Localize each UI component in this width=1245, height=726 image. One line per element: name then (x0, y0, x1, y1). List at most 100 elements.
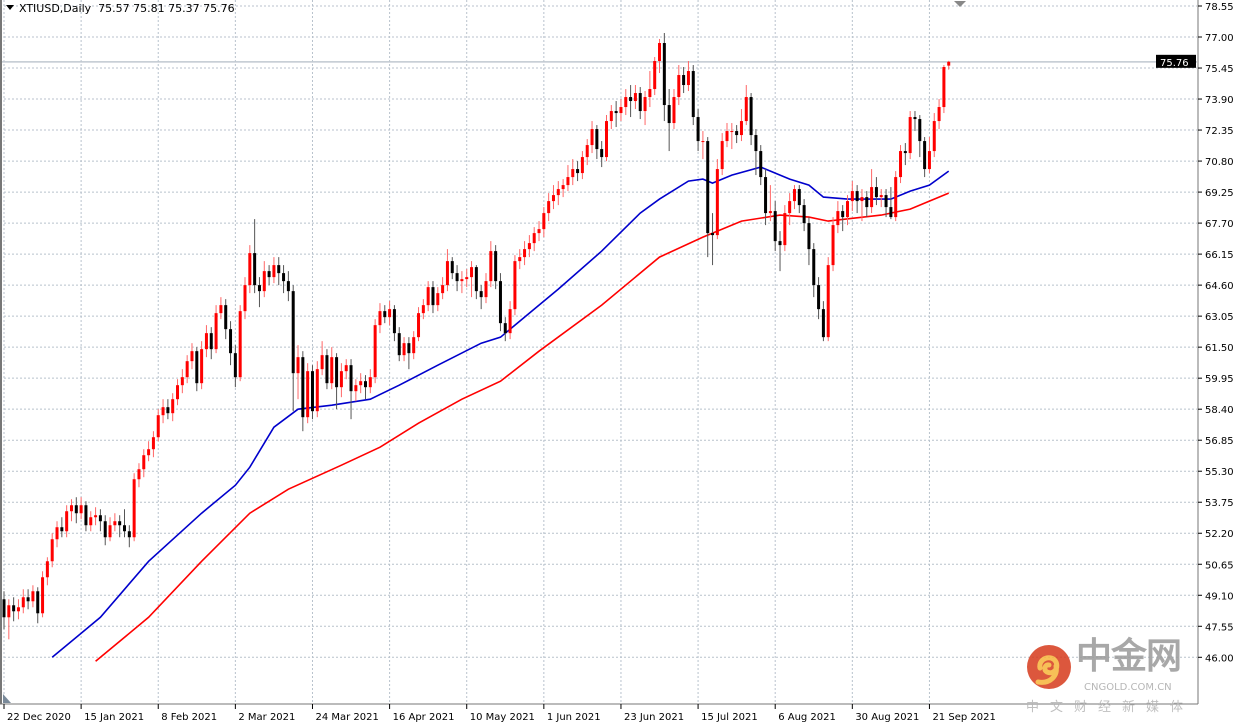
candle (224, 299, 228, 340)
candle (547, 193, 551, 222)
candle (460, 271, 464, 294)
candle (137, 463, 141, 488)
candle-body (31, 591, 35, 602)
candle (214, 305, 218, 354)
candle-body (778, 241, 782, 246)
candle-body (494, 251, 498, 282)
candle (571, 159, 575, 186)
candle (643, 91, 647, 126)
candle (783, 205, 787, 252)
candle-body (870, 187, 874, 208)
candle (31, 585, 35, 608)
candle-body (171, 399, 175, 414)
price-tick-label: 52.20 (1205, 529, 1234, 540)
candle-body (79, 505, 83, 514)
candle-body (190, 351, 194, 362)
chart-shift-marker-icon[interactable] (954, 1, 966, 7)
candle-body (817, 285, 821, 310)
candle-body (7, 605, 11, 618)
candle (498, 273, 502, 332)
candle-body (532, 233, 536, 244)
price-axis[interactable]: 78.55 77.00 75.45 73.90 72.35 70.80 69.25 67.70… (1198, 2, 1234, 664)
candle (465, 269, 469, 288)
candle-body (547, 201, 551, 214)
candle-body (720, 141, 724, 170)
symbol-timeframe: XTIUSD,Daily (19, 2, 92, 15)
candle (648, 71, 652, 108)
candle (918, 115, 922, 158)
candle (344, 359, 348, 380)
candle (884, 189, 888, 218)
candle-body (103, 521, 107, 538)
dropdown-triangle-icon[interactable] (6, 5, 14, 10)
candle (272, 257, 276, 284)
candle-body (421, 305, 425, 314)
candle-body (537, 229, 541, 234)
candle-body (470, 267, 474, 278)
candle-body (127, 531, 131, 538)
candle-body (204, 333, 208, 350)
candle (50, 533, 54, 568)
candle-body (277, 265, 281, 274)
candle-body (754, 135, 758, 152)
time-axis[interactable]: 22 Dec 2020 15 Jan 2021 8 Feb 2021 2 Mar 20… (3, 704, 996, 723)
candle (412, 331, 416, 360)
candle (836, 201, 840, 234)
candle (16, 599, 20, 620)
candle-body (788, 201, 792, 214)
candle-body (349, 365, 353, 392)
candle (807, 217, 811, 266)
candle (932, 113, 936, 158)
candle-body (508, 309, 512, 334)
candle-body (219, 305, 223, 314)
candle-body (566, 177, 570, 186)
candle (686, 61, 690, 92)
candle-body (16, 607, 20, 612)
candle-body (431, 287, 435, 306)
candle (113, 513, 117, 532)
high-value: 75.81 (133, 2, 165, 15)
candle (788, 193, 792, 226)
chart-header: XTIUSD,Daily 75.57 75.81 75.37 75.76 (6, 2, 235, 15)
candle (658, 39, 662, 74)
candle (7, 599, 11, 640)
candle (262, 261, 266, 298)
candle (764, 169, 768, 226)
candle (335, 353, 339, 410)
candle-body (744, 97, 748, 122)
candle-body (899, 151, 903, 178)
candle-body (12, 605, 16, 612)
time-tick-label: 2 Mar 2021 (238, 712, 295, 723)
candle-body (147, 449, 151, 456)
candle-body (764, 177, 768, 214)
candle-body (65, 511, 69, 532)
candle (26, 589, 30, 610)
candle-body (98, 515, 102, 522)
candle-body (571, 169, 575, 178)
candle (12, 597, 16, 622)
candle (720, 133, 724, 176)
price-tick-label: 47.55 (1205, 622, 1234, 633)
candle-body (884, 195, 888, 208)
candle (739, 109, 743, 142)
candle (768, 185, 772, 222)
candle (759, 145, 763, 186)
candle (392, 305, 396, 342)
candle (291, 285, 295, 412)
candle (127, 525, 131, 548)
candle-body (903, 151, 907, 154)
candle (2, 591, 6, 630)
candle-body (590, 129, 594, 146)
price-tick-label: 67.70 (1205, 219, 1234, 230)
candle-body (672, 97, 676, 124)
candle (248, 245, 252, 294)
candle (431, 281, 435, 314)
candle-body (831, 225, 835, 266)
candle (65, 505, 69, 538)
candle-body (826, 265, 830, 338)
candle (330, 347, 334, 390)
candle (542, 207, 546, 238)
candle (532, 227, 536, 252)
candle-body (682, 75, 686, 86)
